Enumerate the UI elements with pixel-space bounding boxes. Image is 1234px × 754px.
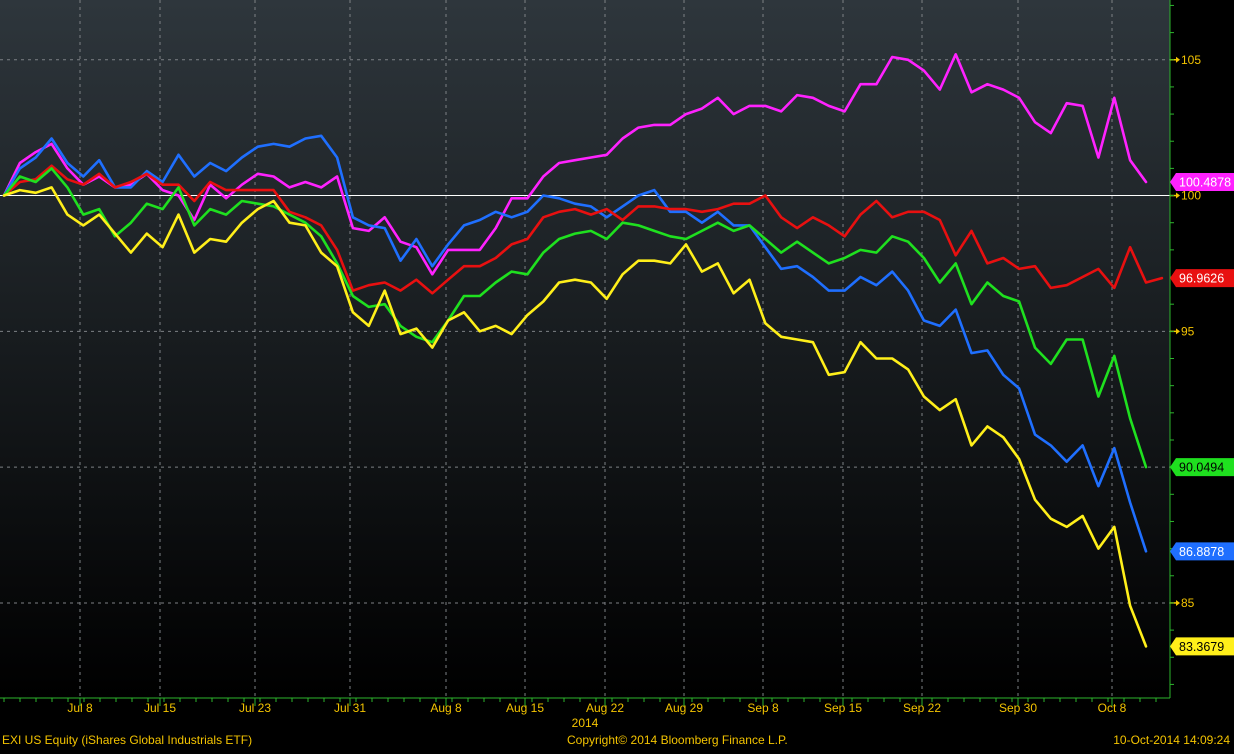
last-value-tag-bg bbox=[1170, 542, 1234, 561]
x-tick-label: Aug 15 bbox=[506, 701, 544, 715]
x-tick-label: Aug 22 bbox=[586, 701, 624, 715]
last-value-tag-3: 96.9626 bbox=[1170, 269, 1234, 288]
x-axis-title: 2014 bbox=[572, 716, 599, 730]
last-value-tag-1: 100.4878 bbox=[1170, 172, 1234, 191]
timestamp-label: 10-Oct-2014 14:09:24 bbox=[1113, 733, 1230, 747]
last-value-label: 90.0494 bbox=[1179, 461, 1224, 475]
series-line-2 bbox=[2, 134, 1148, 553]
x-tick-label: Sep 30 bbox=[999, 701, 1037, 715]
y-tick-label: 85 bbox=[1181, 596, 1195, 610]
x-tick-label: Sep 8 bbox=[747, 701, 779, 715]
series-line-1 bbox=[2, 52, 1148, 276]
last-value-tag-2: 86.8878 bbox=[1170, 542, 1234, 561]
ticker-label: EXI US Equity (iShares Global Industrial… bbox=[2, 733, 253, 747]
y-tick-marker bbox=[1176, 56, 1180, 63]
y-tick-label: 105 bbox=[1181, 53, 1201, 67]
x-tick-label: Sep 15 bbox=[824, 701, 862, 715]
x-tick-label: Sep 22 bbox=[903, 701, 941, 715]
x-tick-label: Aug 8 bbox=[430, 701, 462, 715]
y-tick-marker bbox=[1176, 192, 1180, 199]
series-layer bbox=[2, 52, 1164, 648]
y-tick-marker bbox=[1176, 599, 1180, 606]
x-tick-label: Jul 23 bbox=[239, 701, 271, 715]
grid bbox=[0, 0, 1170, 698]
axis-background bbox=[1170, 0, 1234, 749]
copyright-label: Copyright© 2014 Bloomberg Finance L.P. bbox=[567, 733, 788, 747]
last-value-label: 83.3679 bbox=[1179, 640, 1224, 654]
series-line-5 bbox=[2, 186, 1148, 648]
last-value-tag-bg bbox=[1170, 458, 1234, 477]
axes: Jul 8 Jul 15 Jul 23 Jul 31 Aug 8 Aug 15 Aug 22… bbox=[0, 0, 1234, 715]
last-value-label: 96.9626 bbox=[1179, 272, 1224, 286]
x-tick-label: Aug 29 bbox=[665, 701, 703, 715]
y-tick-label: 100 bbox=[1181, 189, 1201, 203]
x-tick-label: Oct 8 bbox=[1098, 701, 1127, 715]
last-value-tag-4: 90.0494 bbox=[1170, 458, 1234, 477]
y-tick-marker bbox=[1176, 328, 1180, 335]
x-tick-label: Jul 8 bbox=[67, 701, 93, 715]
last-value-label: 100.4878 bbox=[1179, 175, 1231, 189]
last-value-tag-bg bbox=[1170, 269, 1234, 288]
x-tick-label: Jul 15 bbox=[144, 701, 176, 715]
plot-background bbox=[0, 0, 1170, 698]
last-value-tag-bg bbox=[1170, 172, 1234, 191]
x-tick-label: Jul 31 bbox=[334, 701, 366, 715]
y-tick-label: 95 bbox=[1181, 324, 1195, 338]
last-value-tag-bg bbox=[1170, 637, 1234, 656]
last-value-tag-5: 83.3679 bbox=[1170, 637, 1234, 656]
last-value-label: 86.8878 bbox=[1179, 545, 1224, 559]
series-line-4 bbox=[2, 167, 1148, 469]
series-line-3 bbox=[2, 164, 1164, 295]
